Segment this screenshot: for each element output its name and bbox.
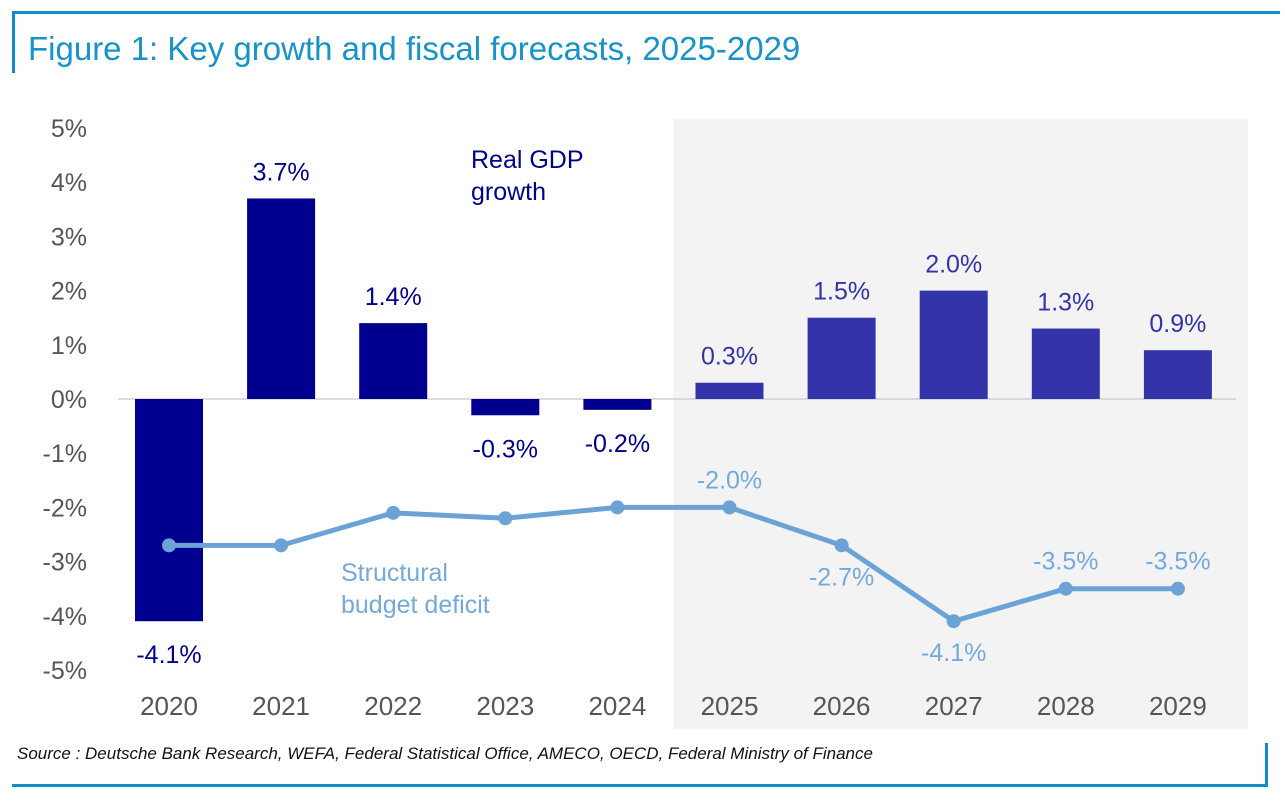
- gdp-bar: [247, 198, 316, 399]
- chart-title: Figure 1: Key growth and fiscal forecast…: [28, 30, 801, 67]
- x-tick-label: 2021: [252, 691, 310, 721]
- gdp-data-label: -0.3%: [473, 435, 538, 463]
- gdp-bar: [919, 290, 988, 399]
- title-left-rule: [12, 11, 15, 73]
- gdp-bar: [1143, 350, 1212, 399]
- x-tick-label: 2028: [1037, 691, 1095, 721]
- deficit-point: [834, 538, 849, 553]
- gdp-data-label: -0.2%: [585, 430, 650, 458]
- y-tick-label: -3%: [43, 549, 87, 577]
- deficit-point: [386, 505, 401, 520]
- gdp-data-label: 1.4%: [365, 283, 422, 311]
- y-tick-label: -4%: [43, 603, 87, 631]
- deficit-series-annotation: budget deficit: [341, 591, 490, 619]
- bottom-rule: [12, 784, 1268, 787]
- deficit-point: [274, 538, 289, 553]
- gdp-bar: [1031, 328, 1100, 399]
- source-note: Source : Deutsche Bank Research, WEFA, F…: [17, 744, 873, 763]
- forecast-period-shading: [673, 119, 1248, 729]
- gdp-bar: [583, 399, 652, 410]
- deficit-data-label: -3.5%: [1145, 548, 1210, 576]
- x-tick-label: 2029: [1149, 691, 1207, 721]
- source-right-rule: [1265, 743, 1268, 787]
- gdp-data-label: 1.5%: [813, 278, 870, 306]
- deficit-data-label: -2.0%: [697, 466, 762, 494]
- gdp-bar: [359, 323, 428, 399]
- chart-svg: -5% -4% -3% -2% -1% 0% 1% 2% 3% 4% 5% -4.1% 3.7% 1.4%…: [43, 115, 1248, 729]
- x-tick-label: 2024: [588, 691, 646, 721]
- y-tick-label: 2%: [51, 278, 87, 306]
- deficit-point: [498, 511, 513, 526]
- x-tick-label: 2025: [701, 691, 759, 721]
- chart-area: -5% -4% -3% -2% -1% 0% 1% 2% 3% 4% 5% -4.1% 3.7% 1.4%…: [43, 115, 1248, 729]
- y-tick-label: 0%: [51, 386, 87, 414]
- deficit-data-label: -3.5%: [1033, 548, 1098, 576]
- x-tick-label: 2023: [476, 691, 534, 721]
- gdp-bar: [807, 317, 876, 399]
- gdp-bar: [695, 382, 764, 399]
- y-tick-label: -1%: [43, 440, 87, 468]
- deficit-series-annotation: Structural: [341, 559, 448, 587]
- deficit-data-label: -2.7%: [809, 563, 874, 591]
- gdp-data-label: 3.7%: [253, 158, 310, 186]
- deficit-data-label: -4.1%: [921, 639, 986, 667]
- gdp-series-annotation: growth: [471, 178, 546, 206]
- y-tick-label: 1%: [51, 332, 87, 360]
- deficit-point: [1170, 581, 1185, 596]
- gdp-data-label: 1.3%: [1037, 289, 1094, 317]
- gdp-series-annotation: Real GDP: [471, 146, 584, 174]
- deficit-point: [722, 500, 737, 515]
- gdp-data-label: 2.0%: [925, 251, 982, 279]
- deficit-point: [162, 538, 176, 553]
- y-tick-label: 3%: [51, 223, 87, 251]
- x-tick-label: 2022: [364, 691, 422, 721]
- deficit-point: [1058, 581, 1073, 596]
- y-tick-label: 5%: [51, 115, 87, 143]
- deficit-point: [946, 614, 961, 629]
- y-tick-label: 4%: [51, 169, 87, 197]
- y-tick-label: -2%: [43, 494, 87, 522]
- x-tick-label: 2027: [925, 691, 983, 721]
- y-tick-label: -5%: [43, 657, 87, 685]
- top-rule: [12, 11, 1280, 14]
- gdp-bar: [135, 399, 203, 622]
- x-tick-label: 2020: [140, 691, 198, 721]
- deficit-point: [610, 500, 625, 515]
- gdp-bar: [471, 399, 540, 416]
- gdp-data-label: 0.9%: [1149, 310, 1206, 338]
- gdp-data-label: -4.1%: [136, 641, 201, 669]
- x-tick-label: 2026: [813, 691, 871, 721]
- gdp-data-label: 0.3%: [701, 343, 758, 371]
- deficit-line: [166, 504, 1181, 624]
